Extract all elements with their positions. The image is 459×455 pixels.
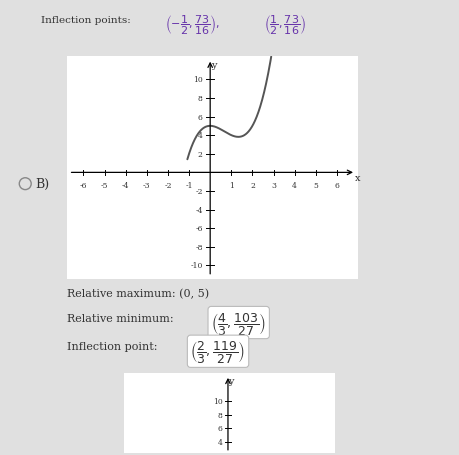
Text: 1: 1 xyxy=(229,182,234,189)
Text: 8: 8 xyxy=(218,411,223,419)
Text: -4: -4 xyxy=(122,182,129,189)
Text: y: y xyxy=(228,377,234,385)
Text: B): B) xyxy=(35,178,50,191)
Text: -6: -6 xyxy=(195,225,203,233)
Text: 3: 3 xyxy=(271,182,276,189)
Text: 10: 10 xyxy=(193,76,203,84)
Text: Relative maximum: (0, 5): Relative maximum: (0, 5) xyxy=(67,288,209,298)
Text: -10: -10 xyxy=(190,262,203,270)
Text: 5: 5 xyxy=(313,182,318,189)
Text: -4: -4 xyxy=(195,206,203,214)
Text: Inflection point:: Inflection point: xyxy=(67,342,157,352)
Text: x: x xyxy=(355,174,360,183)
Text: $\left(\dfrac{2}{3},\dfrac{119}{27}\right)$: $\left(\dfrac{2}{3},\dfrac{119}{27}\righ… xyxy=(190,339,246,364)
Text: -2: -2 xyxy=(164,182,172,189)
Text: -8: -8 xyxy=(195,243,203,251)
Text: Relative minimum:: Relative minimum: xyxy=(67,313,173,323)
Text: y: y xyxy=(211,61,217,70)
Text: $\left(\dfrac{4}{3},\dfrac{103}{27}\right)$: $\left(\dfrac{4}{3},\dfrac{103}{27}\righ… xyxy=(211,310,266,336)
Text: 6: 6 xyxy=(198,113,203,121)
Text: -5: -5 xyxy=(101,182,108,189)
Text: 4: 4 xyxy=(218,438,223,446)
Text: 2: 2 xyxy=(198,151,203,158)
Text: -6: -6 xyxy=(80,182,87,189)
Text: -3: -3 xyxy=(143,182,151,189)
Text: 6: 6 xyxy=(218,425,223,433)
Text: -2: -2 xyxy=(195,187,203,196)
Text: 10: 10 xyxy=(213,397,223,405)
Text: 2: 2 xyxy=(250,182,255,189)
Text: 8: 8 xyxy=(198,95,203,103)
Text: $\left(\dfrac{1}{2},\dfrac{73}{16}\right)$: $\left(\dfrac{1}{2},\dfrac{73}{16}\right… xyxy=(264,14,306,37)
Text: 6: 6 xyxy=(335,182,339,189)
Text: -1: -1 xyxy=(185,182,193,189)
Text: Inflection points:: Inflection points: xyxy=(41,16,131,25)
Text: 4: 4 xyxy=(292,182,297,189)
Text: 4: 4 xyxy=(198,132,203,140)
Text: $\left(-\dfrac{1}{2},\dfrac{73}{16}\right),$: $\left(-\dfrac{1}{2},\dfrac{73}{16}\righ… xyxy=(165,14,220,37)
